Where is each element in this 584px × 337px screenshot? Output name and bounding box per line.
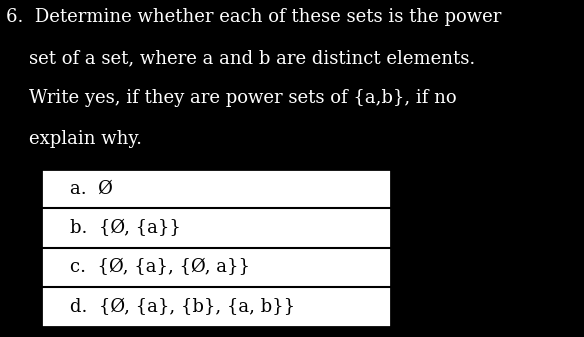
Text: d.  {Ø, {a}, {b}, {a, b}}: d. {Ø, {a}, {b}, {a, b}} — [70, 298, 295, 316]
Text: b.  {Ø, {a}}: b. {Ø, {a}} — [70, 219, 181, 237]
Text: explain why.: explain why. — [6, 130, 142, 148]
Text: set of a set, where a and b are distinct elements.: set of a set, where a and b are distinct… — [6, 49, 475, 67]
Text: c.  {Ø, {a}, {Ø, a}}: c. {Ø, {a}, {Ø, a}} — [70, 258, 250, 276]
Text: a.  Ø: a. Ø — [70, 179, 113, 197]
Text: 6.  Determine whether each of these sets is the power: 6. Determine whether each of these sets … — [6, 8, 501, 26]
Text: Write yes, if they are power sets of {a,b}, if no: Write yes, if they are power sets of {a,… — [6, 89, 457, 107]
FancyBboxPatch shape — [41, 168, 391, 327]
